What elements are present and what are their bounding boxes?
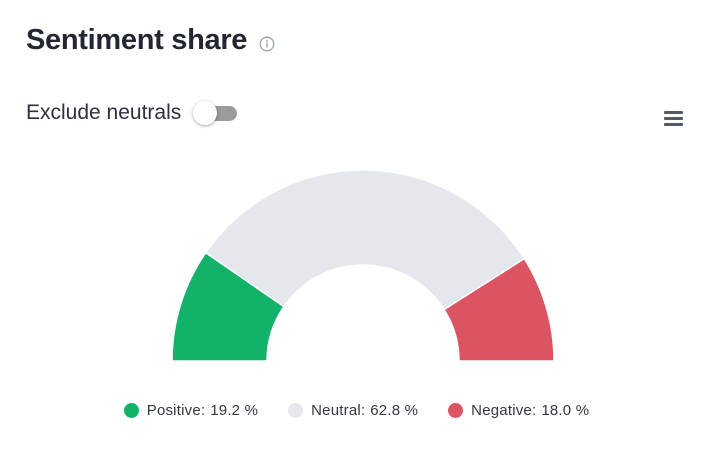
exclude-neutrals-label: Exclude neutrals [26,101,182,124]
chart-legend: Positive: 19.2 % Neutral: 62.8 % Negative: 18… [0,402,713,419]
slice-negative[interactable] [443,257,555,362]
page-title: Sentiment share [26,24,248,56]
legend-value: 18.0 % [541,402,590,419]
legend-dot-neutral [288,403,304,418]
legend-item-positive[interactable]: Positive: 19.2 % [123,402,259,419]
chart-header: Sentiment share [26,24,275,57]
legend-dot-negative [448,403,464,418]
legend-value: 62.8 % [370,402,419,419]
exclude-neutrals-row: Exclude neutrals [26,101,239,125]
legend-item-neutral[interactable]: Neutral: 62.8 % [288,402,418,419]
legend-label: Neutral: [311,402,366,419]
hamburger-menu-icon[interactable] [660,106,688,132]
legend-label: Positive: [146,402,206,419]
slice-neutral[interactable] [204,169,526,311]
legend-dot-positive [123,403,139,418]
exclude-neutrals-toggle[interactable] [193,101,239,125]
legend-label: Negative: [471,402,537,419]
chart-slices [171,169,555,362]
legend-item-negative[interactable]: Negative: 18.0 % [448,402,589,419]
toggle-knob [193,101,218,125]
info-circle-icon[interactable] [259,36,275,52]
sentiment-semi-donut-chart [171,169,555,362]
legend-value: 19.2 % [210,402,259,419]
